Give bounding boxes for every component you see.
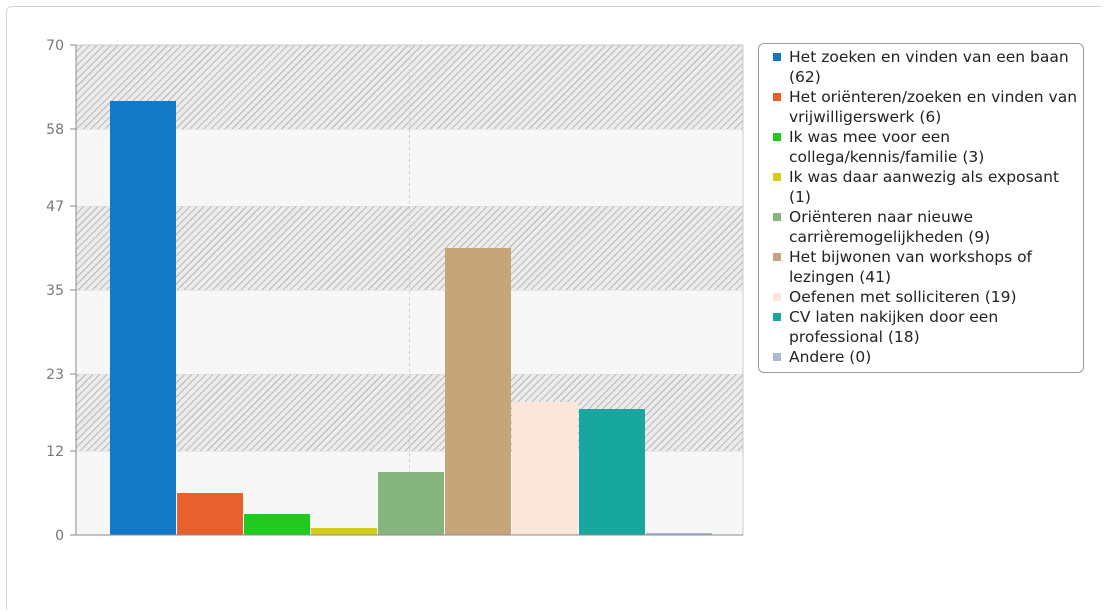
bar <box>512 402 578 535</box>
legend-swatch <box>773 353 781 361</box>
legend-label: Het zoeken en vinden van een baan (62) <box>789 48 1069 86</box>
legend-item: Oriënteren naar nieuwe carrièremogelijkh… <box>759 207 1083 247</box>
chart-panel <box>6 6 1102 610</box>
grid-band <box>76 290 743 374</box>
legend-swatch <box>773 93 781 101</box>
legend-label: Ik was daar aanwezig als exposant (1) <box>789 168 1060 206</box>
y-tick-label: 47 <box>46 199 64 215</box>
y-tick-label: 35 <box>46 283 64 299</box>
legend-item: Het zoeken en vinden van een baan (62) <box>759 47 1083 87</box>
bar <box>110 101 176 535</box>
bar <box>378 472 444 535</box>
legend-item: Ik was mee voor een collega/kennis/famil… <box>759 127 1083 167</box>
legend-label: Andere (0) <box>789 348 872 366</box>
legend-item: Het bijwonen van workshops of lezingen (… <box>759 247 1083 287</box>
bar-series <box>110 101 712 535</box>
grid-band-hatched <box>76 206 743 290</box>
legend-label: Ik was mee voor een collega/kennis/famil… <box>789 128 985 166</box>
legend-swatch <box>773 173 781 181</box>
bar <box>244 514 310 535</box>
y-tick-label: 12 <box>46 444 64 460</box>
legend-item: Oefenen met solliciteren (19) <box>759 287 1083 307</box>
y-tick-label: 0 <box>55 528 64 544</box>
legend-swatch <box>773 253 781 261</box>
legend-item: Het oriënteren/zoeken en vinden van vrij… <box>759 87 1083 127</box>
bar <box>646 533 712 535</box>
legend-label: Het bijwonen van workshops of lezingen (… <box>789 248 1033 286</box>
y-tick-label: 23 <box>46 367 64 383</box>
legend-swatch <box>773 313 781 321</box>
legend-label: Oefenen met solliciteren (19) <box>789 288 1017 306</box>
legend-label: Oriënteren naar nieuwe carrièremogelijkh… <box>789 208 991 246</box>
legend-swatch <box>773 133 781 141</box>
legend-swatch <box>773 293 781 301</box>
plot-background <box>75 44 744 536</box>
legend-swatch <box>773 213 781 221</box>
legend-item: CV laten nakijken door een professional … <box>759 307 1083 347</box>
legend-label: Het oriënteren/zoeken en vinden van vrij… <box>789 88 1078 126</box>
legend-label: CV laten nakijken door een professional … <box>789 308 999 346</box>
legend-swatch <box>773 53 781 61</box>
bar <box>177 493 243 535</box>
bar <box>579 409 645 535</box>
bar <box>445 248 511 535</box>
y-tick-label: 58 <box>46 122 64 138</box>
legend-item: Andere (0) <box>759 347 1083 367</box>
bar <box>311 528 377 535</box>
legend-item: Ik was daar aanwezig als exposant (1) <box>759 167 1083 207</box>
y-axis: 0 12 23 35 47 58 70 <box>46 38 77 544</box>
chart-legend: Het zoeken en vinden van een baan (62) He… <box>758 43 1084 373</box>
y-tick-label: 70 <box>46 38 64 54</box>
